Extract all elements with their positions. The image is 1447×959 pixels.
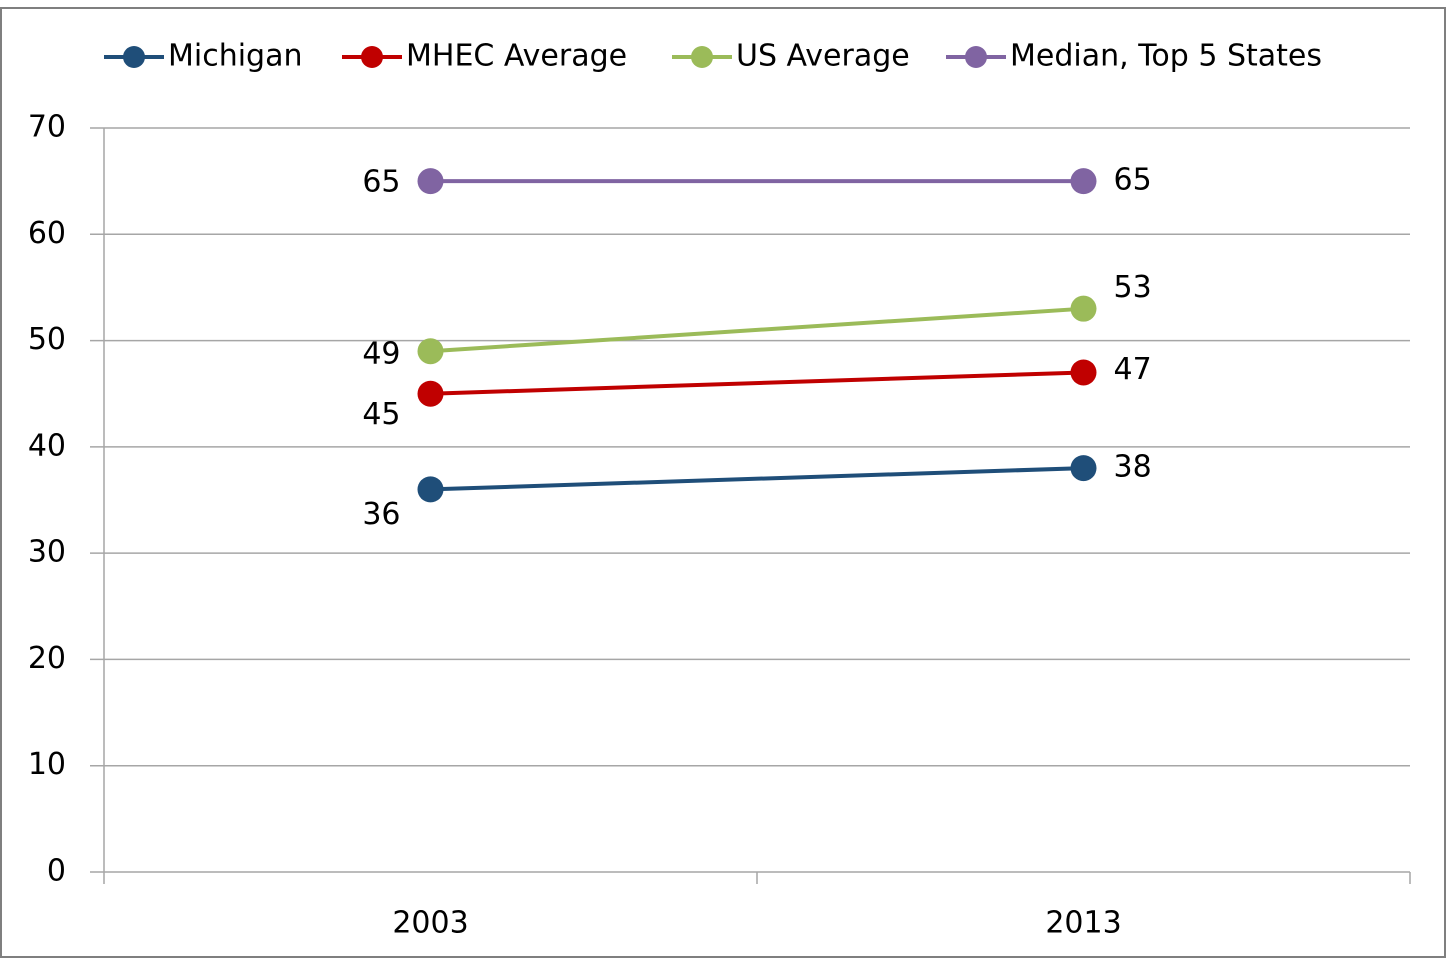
data-label: 53: [1114, 270, 1152, 305]
chart-border: [0, 7, 1446, 958]
data-label: 45: [362, 397, 400, 432]
y-tick-label: 20: [28, 641, 66, 676]
y-tick-label: 10: [28, 747, 66, 782]
point: [417, 338, 444, 365]
legend-marker: [965, 46, 987, 68]
legend-marker: [361, 46, 383, 68]
legend-label: Michigan: [168, 39, 303, 74]
legend-marker: [691, 46, 713, 68]
point: [1070, 455, 1097, 482]
legend-marker: [123, 46, 145, 68]
data-label: 38: [1114, 450, 1152, 485]
series-line: [430, 370, 1084, 396]
y-tick-label: 0: [47, 854, 66, 889]
x-tick-label: 2013: [1045, 906, 1121, 941]
point: [1070, 359, 1097, 386]
x-tick-label: 2003: [392, 906, 468, 941]
data-label: 36: [362, 497, 400, 532]
point: [417, 168, 444, 195]
y-tick-label: 30: [28, 535, 66, 570]
y-tick-label: 60: [28, 216, 66, 251]
series-line: [430, 306, 1084, 354]
point: [1070, 295, 1097, 322]
legend-label: MHEC Average: [406, 39, 627, 74]
legend-label: Median, Top 5 States: [1010, 39, 1322, 74]
point: [1070, 168, 1097, 195]
y-tick-label: 70: [28, 110, 66, 145]
y-tick-label: 50: [28, 322, 66, 357]
data-label: 65: [1114, 163, 1152, 198]
y-tick-label: 40: [28, 428, 66, 463]
point: [417, 380, 444, 407]
data-label: 47: [1114, 352, 1152, 387]
data-label: 65: [362, 165, 400, 200]
series-line: [430, 466, 1084, 492]
legend-label: US Average: [736, 39, 910, 74]
point: [417, 476, 444, 503]
data-label: 49: [362, 337, 400, 372]
